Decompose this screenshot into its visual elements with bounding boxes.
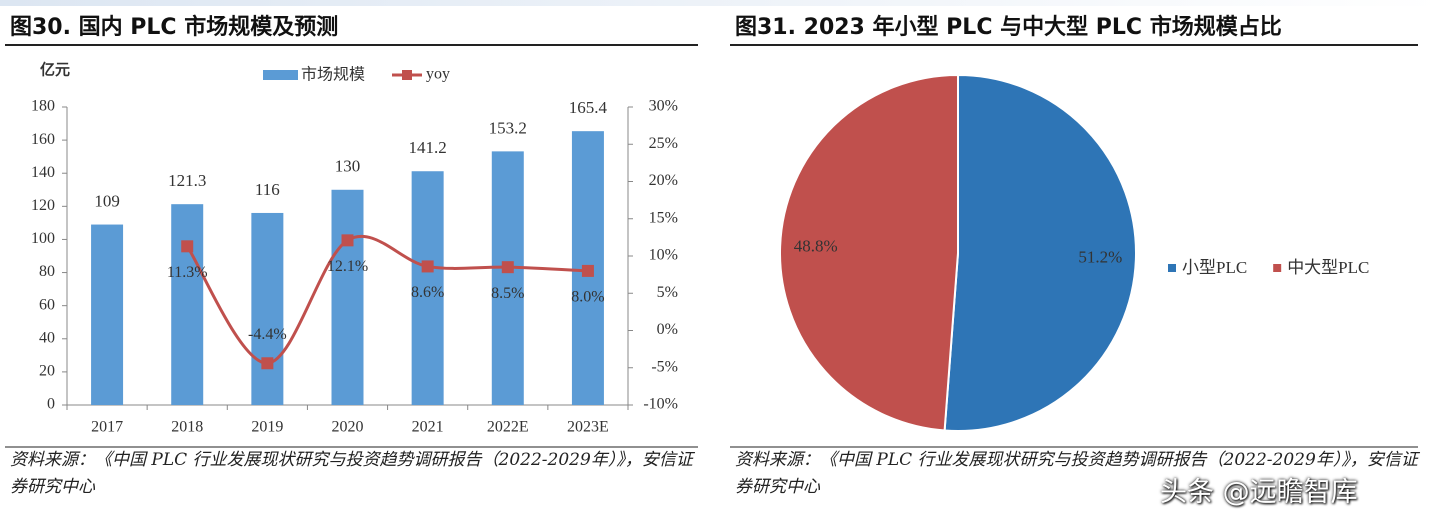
- y-tick-label: 20: [39, 363, 55, 380]
- y2-tick-label: -5%: [651, 358, 678, 375]
- x-tick-label: 2022E: [487, 419, 529, 436]
- bar: [251, 212, 284, 405]
- y-tick-label: 40: [39, 329, 55, 346]
- data-label: 48.8%: [794, 237, 838, 256]
- legend-swatch: [1273, 264, 1282, 272]
- legend-label: 小型PLC: [1182, 258, 1247, 277]
- legend-label: 中大型PLC: [1287, 258, 1369, 277]
- data-label: 11.3%: [167, 264, 208, 281]
- bar: [411, 171, 444, 405]
- y2-tick-label: 25%: [649, 135, 678, 152]
- yoy-marker: [181, 240, 194, 253]
- data-label: 141.2: [409, 138, 447, 157]
- yoy-line: [185, 234, 588, 365]
- y2-tick-label: 0%: [657, 321, 678, 338]
- data-label: 8.0%: [571, 289, 604, 306]
- data-label: 51.2%: [1078, 247, 1122, 266]
- data-label: 153.2: [489, 118, 527, 137]
- data-label: 130: [335, 157, 361, 176]
- data-label: 165.4: [569, 98, 608, 117]
- x-tick-label: 2023E: [567, 419, 609, 436]
- data-label: 8.5%: [491, 285, 524, 302]
- legend-swatch: [1168, 264, 1176, 272]
- y-tick-label: 80: [39, 263, 55, 280]
- y-tick-label: 180: [31, 98, 55, 115]
- yoy-marker: [501, 261, 514, 274]
- pie-chart: 51.2% 48.8% 小型PLC 中大型PLC: [779, 73, 1369, 432]
- x-tick-label: 2018: [171, 419, 203, 436]
- data-label: 12.1%: [327, 258, 368, 275]
- y-tick-label: 160: [31, 131, 55, 148]
- watermark: 头条 @远瞻智库: [1160, 477, 1358, 508]
- header-band: [0, 0, 1443, 6]
- yoy-marker: [581, 264, 594, 277]
- y2-tick-label: -10%: [643, 396, 678, 413]
- legend-swatch: [402, 70, 412, 80]
- y2-tick-label: 20%: [649, 172, 678, 189]
- combo-chart: 0 20 40 60 80 100 120 140 160 180 -10% -5% 0% 5% 10% 15…: [31, 65, 678, 436]
- chart-title: 图31. 2023 年小型 PLC 与中大型 PLC 市场规模占比: [735, 14, 1282, 40]
- y-tick-label: 0: [47, 396, 55, 413]
- legend-label: 市场规模: [301, 65, 365, 84]
- y2-tick-label: 15%: [649, 209, 678, 226]
- bar: [331, 189, 364, 405]
- data-label: 8.6%: [411, 284, 444, 301]
- y2-tick-label: 5%: [657, 284, 678, 301]
- y-tick-label: 140: [31, 164, 55, 181]
- y-tick-label: 100: [31, 230, 55, 247]
- source-note: 资料来源：《中国 PLC 行业发展现状研究与投资趋势调研报告（2022-2029…: [735, 450, 1418, 497]
- data-label: -4.4%: [248, 326, 287, 343]
- y-tick-label: 60: [39, 296, 55, 313]
- pie-slice: [779, 73, 959, 432]
- legend-label: yoy: [426, 66, 450, 83]
- x-tick-label: 2020: [332, 419, 364, 436]
- x-tick-label: 2017: [91, 419, 123, 436]
- data-label: 121.3: [168, 171, 206, 190]
- chart-title: 图30. 国内 PLC 市场规模及预测: [10, 14, 338, 40]
- yoy-marker: [341, 234, 354, 247]
- data-label: 109: [94, 191, 120, 210]
- legend-swatch: [263, 70, 298, 80]
- yoy-marker: [421, 260, 434, 273]
- y-tick-label: 120: [31, 197, 55, 214]
- y2-tick-label: 30%: [649, 98, 678, 115]
- data-label: 116: [255, 180, 280, 199]
- y2-tick-label: 10%: [649, 247, 678, 264]
- bar: [491, 151, 524, 405]
- y-axis-title: 亿元: [40, 61, 70, 79]
- x-tick-label: 2021: [412, 419, 444, 436]
- x-tick-label: 2019: [251, 419, 283, 436]
- source-note: 资料来源：《中国 PLC 行业发展现状研究与投资趋势调研报告（2022-2029…: [10, 450, 693, 497]
- yoy-marker: [261, 357, 274, 370]
- bar: [171, 204, 204, 405]
- bar: [91, 224, 124, 405]
- pie-slice: [943, 73, 1137, 432]
